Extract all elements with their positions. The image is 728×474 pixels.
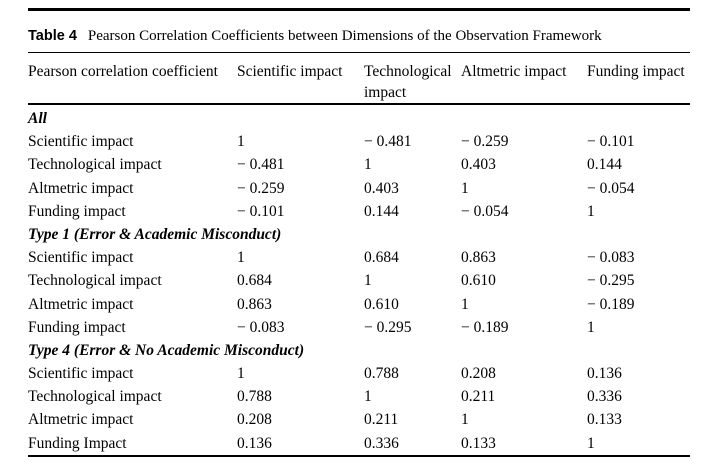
column-header: Altmetric impact — [461, 63, 567, 80]
cell: − 0.259 — [237, 179, 285, 197]
cell: 0.144 — [587, 156, 622, 174]
column-header: Scientific impact — [237, 63, 343, 80]
header-rule — [28, 103, 690, 105]
cell: − 0.189 — [461, 318, 509, 336]
cell: − 0.083 — [237, 318, 285, 336]
cell: − 0.083 — [587, 249, 635, 267]
column-header: Technological impact — [364, 63, 452, 101]
cell: 0.610 — [364, 295, 399, 313]
cell: 1 — [364, 156, 372, 174]
cell: 0.208 — [237, 411, 272, 429]
row-label: Scientific impact — [28, 249, 134, 267]
row-label: Funding impact — [28, 202, 126, 220]
cell: − 0.295 — [364, 318, 412, 336]
cell: 0.136 — [237, 434, 272, 452]
cell: − 0.259 — [461, 133, 509, 151]
table-header-row: Pearson correlation coefficient Scientif… — [28, 61, 690, 103]
section-title: Type 4 (Error & No Academic Misconduct) — [28, 341, 305, 359]
cell: 1 — [364, 272, 372, 290]
cell: 0.684 — [237, 272, 272, 290]
cell: 1 — [587, 434, 595, 452]
section-title: Type 1 (Error & Academic Misconduct) — [28, 225, 282, 243]
cell: 0.336 — [364, 434, 399, 452]
row-label: Technological impact — [28, 272, 162, 290]
cell: − 0.054 — [587, 179, 635, 197]
row-label: Funding Impact — [28, 434, 127, 452]
cell: 0.133 — [461, 434, 496, 452]
row-label: Technological impact — [28, 388, 162, 406]
cell: 0.403 — [461, 156, 496, 174]
row-label: Funding impact — [28, 318, 126, 336]
cell: 0.208 — [461, 365, 496, 383]
cell: 0.133 — [587, 411, 622, 429]
cell: 0.684 — [364, 249, 399, 267]
cell: 0.788 — [364, 365, 399, 383]
cell: 0.863 — [237, 295, 272, 313]
cell: 0.211 — [364, 411, 399, 429]
cell: − 0.295 — [587, 272, 635, 290]
row-label: Altmetric impact — [28, 295, 134, 313]
cell: 1 — [237, 249, 245, 267]
table-caption: Table 4 Pearson Correlation Coefficients … — [28, 27, 708, 46]
column-header: Pearson correlation coefficient — [28, 63, 218, 80]
table-body: All Scientific impact 1 − 0.481 − 0.259 … — [28, 107, 690, 455]
cell: 1 — [587, 318, 595, 336]
cell: 0.403 — [364, 179, 399, 197]
cell: 0.863 — [461, 249, 496, 267]
cell: 1 — [461, 179, 469, 197]
row-label: Altmetric impact — [28, 411, 134, 429]
row-label: Altmetric impact — [28, 179, 134, 197]
cell: 1 — [461, 295, 469, 313]
row-label: Technological impact — [28, 156, 162, 174]
cell: − 0.054 — [461, 202, 509, 220]
table-caption-text: Pearson Correlation Coefficients between… — [87, 28, 602, 44]
row-label: Scientific impact — [28, 365, 134, 383]
caption-rule — [28, 52, 690, 53]
cell: 1 — [237, 365, 245, 383]
cell: 1 — [237, 133, 245, 151]
cell: 0.610 — [461, 272, 496, 290]
cell: − 0.189 — [587, 295, 635, 313]
bottom-rule — [28, 455, 690, 457]
cell: 0.136 — [587, 365, 622, 383]
cell: − 0.481 — [237, 156, 285, 174]
cell: − 0.101 — [587, 133, 635, 151]
cell: 0.211 — [461, 388, 496, 406]
cell: 0.788 — [237, 388, 272, 406]
cell: − 0.101 — [237, 202, 285, 220]
cell: 0.144 — [364, 202, 399, 220]
cell: − 0.481 — [364, 133, 412, 151]
top-rule — [28, 8, 690, 11]
section-title: All — [28, 110, 47, 127]
column-header: Funding impact — [587, 63, 685, 80]
row-label: Scientific impact — [28, 133, 134, 151]
table-number-label: Table 4 — [28, 28, 77, 44]
cell: 1 — [461, 411, 469, 429]
cell: 1 — [587, 202, 595, 220]
cell: 0.336 — [587, 388, 622, 406]
cell: 1 — [364, 388, 372, 406]
